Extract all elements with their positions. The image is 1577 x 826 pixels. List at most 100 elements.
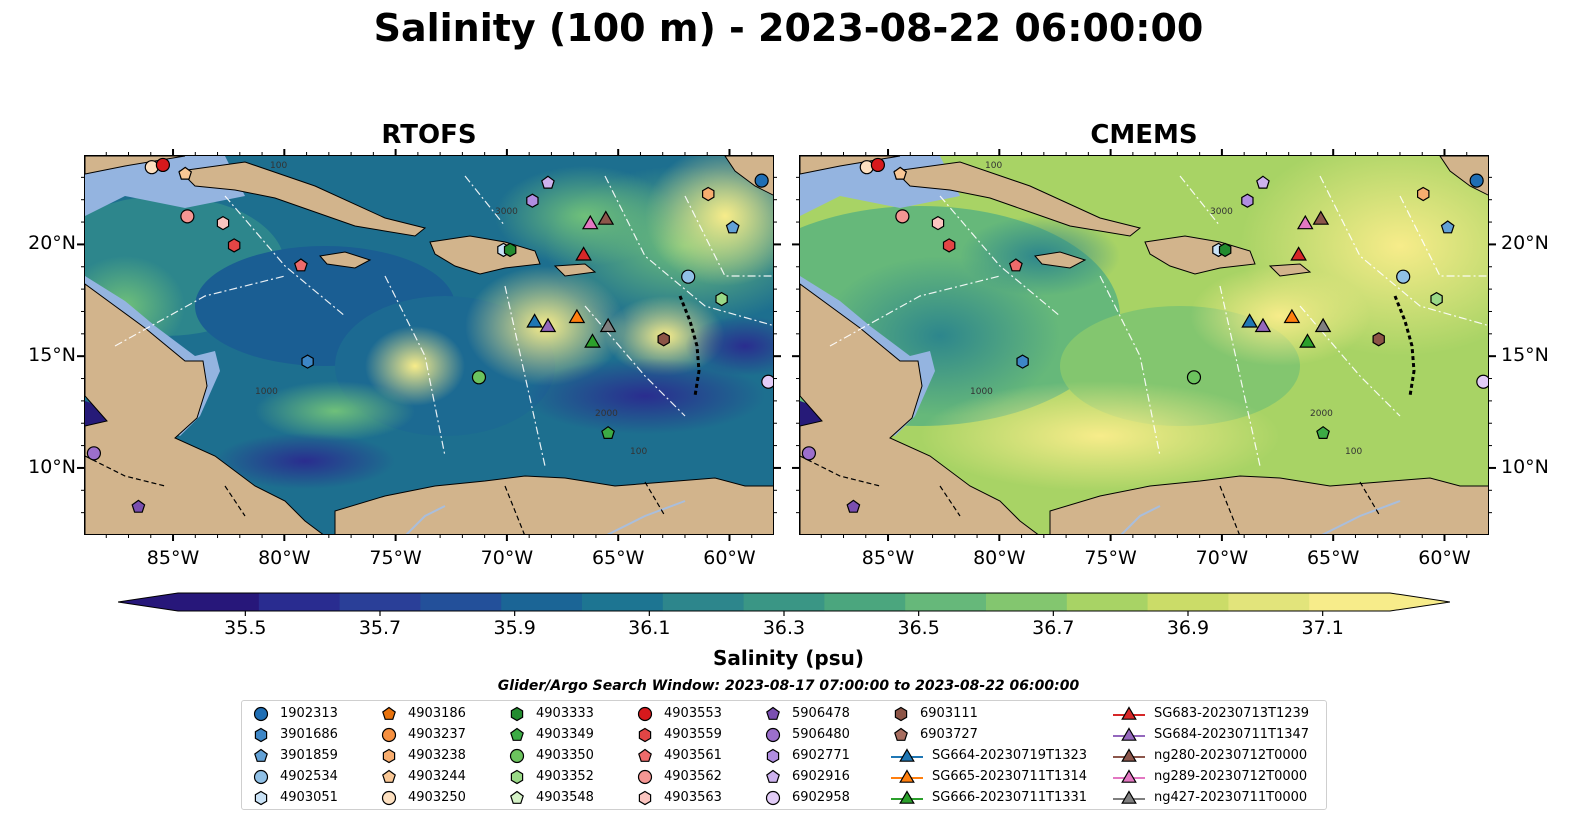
map-panel-cmems[interactable]: 1000 2000 3000 100 100 — [799, 155, 1489, 535]
land-mass — [800, 156, 901, 175]
colorbar-extend-high — [1390, 593, 1450, 611]
float-marker-4903352[interactable] — [715, 291, 728, 307]
float-marker-4903238[interactable] — [701, 186, 715, 202]
legend-label: 6902958 — [792, 790, 850, 805]
float-marker-5906480[interactable] — [801, 446, 817, 461]
contour-label: 3000 — [495, 207, 518, 217]
contour-label: 100 — [1345, 447, 1362, 457]
lat-tick-label: 20°N — [28, 232, 76, 255]
float-marker-6902771[interactable] — [1241, 193, 1254, 208]
legend-item: 4903333 — [506, 703, 594, 724]
colorbar-segment — [1228, 593, 1310, 611]
float-marker-3901859[interactable] — [1440, 220, 1455, 234]
colorbar-segment — [905, 593, 987, 611]
float-marker-4903563[interactable] — [216, 215, 230, 231]
legend-marker — [1113, 726, 1145, 741]
legend-marker — [638, 790, 652, 805]
colorbar-tick-label: 35.9 — [493, 617, 536, 639]
float-marker-6902771[interactable] — [526, 193, 539, 208]
figure-title: Salinity (100 m) - 2023-08-22 06:00:00 — [373, 6, 1204, 50]
float-marker-5906478[interactable] — [846, 499, 861, 513]
legend-item: 1902313 — [250, 703, 338, 724]
land-mass — [800, 283, 1039, 534]
legend-item: 4903352 — [506, 766, 594, 787]
colorbar-extend-low — [118, 593, 178, 611]
legend-label: SG666-20230711T1331 — [932, 790, 1088, 805]
contour-label: 1000 — [970, 387, 993, 397]
float-marker-4902534[interactable] — [681, 269, 696, 284]
float-marker-3901859[interactable] — [725, 220, 740, 234]
legend-item: ng289-20230712T0000 — [1112, 766, 1307, 787]
float-marker-SG666-20230711T1331[interactable] — [584, 333, 601, 348]
float-marker-4903559[interactable] — [227, 238, 241, 253]
colorbar-segment — [339, 593, 421, 611]
float-marker-4903563[interactable] — [931, 215, 945, 231]
float-marker-6903111[interactable] — [1372, 332, 1385, 347]
land-mass — [85, 283, 324, 534]
float-marker-4903553[interactable] — [155, 157, 171, 173]
float-marker-6903111[interactable] — [657, 332, 670, 347]
legend-marker — [637, 769, 653, 784]
legend-item: SG664-20230719T1323 — [890, 745, 1087, 766]
float-marker-3901686[interactable] — [1016, 354, 1029, 369]
float-marker-4903553[interactable] — [870, 157, 886, 173]
panel-title-cmems: CMEMS — [1090, 120, 1198, 150]
float-marker-4903561[interactable] — [293, 258, 308, 272]
float-marker-4902534[interactable] — [1396, 269, 1411, 284]
legend-marker — [382, 706, 396, 720]
contour-label: 2000 — [1310, 409, 1333, 419]
float-marker-ng289-20230712T0000[interactable] — [581, 214, 599, 230]
lat-tick-label: 10°N — [28, 455, 76, 478]
float-marker-6902916[interactable] — [541, 175, 555, 189]
float-marker-SG665-20230711T1314[interactable] — [1283, 308, 1301, 324]
float-marker-6902958[interactable] — [761, 374, 774, 389]
float-marker-6902958[interactable] — [1476, 374, 1489, 389]
float-marker-SG683-20230713T1239[interactable] — [575, 246, 592, 261]
float-marker-4903333[interactable] — [503, 242, 517, 258]
float-marker-SG664-20230719T1323[interactable] — [526, 313, 543, 328]
float-marker-4903244[interactable] — [893, 166, 908, 180]
float-marker-SG665-20230711T1314[interactable] — [568, 308, 586, 324]
float-marker-4903333[interactable] — [1218, 242, 1232, 258]
float-marker-4903349[interactable] — [1316, 425, 1330, 439]
float-marker-5906478[interactable] — [131, 499, 146, 513]
float-marker-6902916[interactable] — [1256, 175, 1270, 189]
float-marker-4903349[interactable] — [601, 425, 615, 439]
float-marker-ng427-20230711T0000[interactable] — [1314, 317, 1332, 333]
float-marker-SG664-20230719T1323[interactable] — [1241, 313, 1258, 328]
legend-label: 4903186 — [408, 706, 466, 721]
float-marker-SG683-20230713T1239[interactable] — [1290, 246, 1307, 261]
float-marker-4903561[interactable] — [1008, 258, 1023, 272]
legend-label: 4903548 — [536, 790, 594, 805]
float-marker-3901686[interactable] — [301, 354, 314, 369]
legend-label: 4903333 — [536, 706, 594, 721]
float-marker-SG684-20230711T1347[interactable] — [1254, 317, 1272, 333]
float-marker-ng280-20230712T0000[interactable] — [597, 210, 615, 225]
float-marker-4903244[interactable] — [178, 166, 193, 180]
legend-label: ng427-20230711T0000 — [1154, 790, 1308, 805]
colorbar-segment — [662, 593, 745, 611]
lon-tick-label: 65°W — [591, 547, 645, 569]
legend-marker — [510, 790, 524, 804]
float-marker-1902313[interactable] — [754, 173, 769, 188]
float-marker-1902313[interactable] — [1469, 173, 1484, 188]
legend-item: 4903559 — [634, 724, 722, 745]
float-marker-ng289-20230712T0000[interactable] — [1296, 214, 1314, 230]
float-marker-4903562[interactable] — [180, 209, 195, 224]
float-marker-SG666-20230711T1331[interactable] — [1299, 333, 1316, 348]
float-marker-4903562[interactable] — [895, 209, 910, 224]
float-marker-4903350[interactable] — [1186, 370, 1202, 385]
float-marker-5906480[interactable] — [86, 446, 102, 461]
map-panel-rtofs[interactable]: 1000 2000 3000 100 100 — [84, 155, 774, 535]
river — [1321, 500, 1401, 534]
float-marker-ng280-20230712T0000[interactable] — [1312, 210, 1330, 225]
river — [606, 500, 686, 534]
float-marker-4903352[interactable] — [1430, 291, 1443, 307]
float-marker-4903559[interactable] — [942, 238, 956, 253]
float-marker-SG684-20230711T1347[interactable] — [539, 317, 557, 333]
lon-tick-label: 80°W — [973, 547, 1026, 569]
search-window-text: Glider/Argo Search Window: 2023-08-17 07… — [497, 678, 1080, 694]
float-marker-4903238[interactable] — [1416, 186, 1430, 202]
float-marker-ng427-20230711T0000[interactable] — [599, 317, 617, 333]
float-marker-4903350[interactable] — [471, 370, 487, 385]
